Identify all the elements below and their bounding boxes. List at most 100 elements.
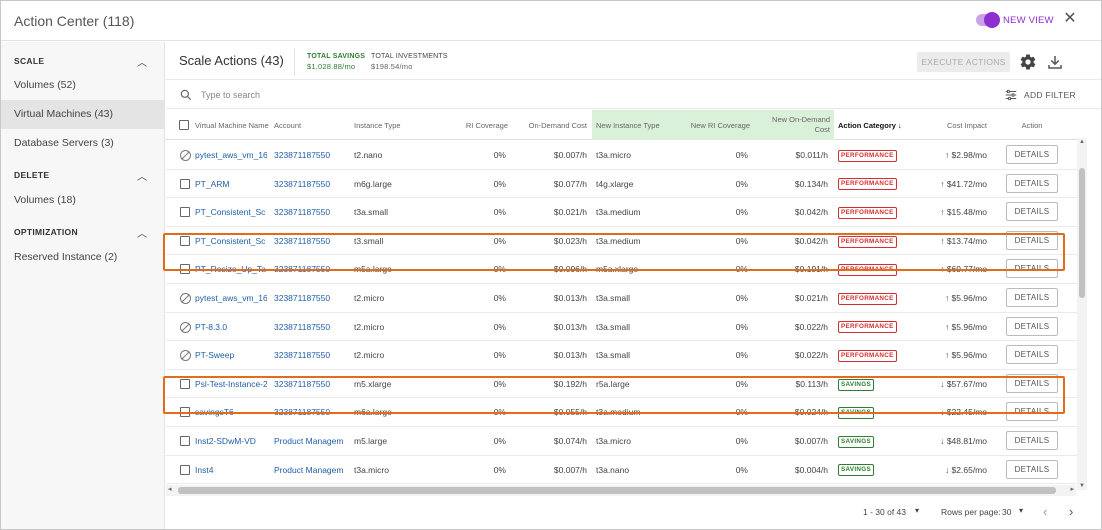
cell-vm-name[interactable]: PT-8.3.0 bbox=[195, 321, 228, 332]
cell-new-instance-type: t3a.small bbox=[596, 350, 631, 361]
details-button[interactable]: DETAILS bbox=[1006, 145, 1058, 164]
cell-vm-name[interactable]: pytest_aws_vm_16 bbox=[195, 293, 267, 303]
cell-account[interactable]: 323871187550 bbox=[274, 321, 331, 332]
col-new-instance-type[interactable]: New Instance Type bbox=[596, 120, 660, 130]
row-checkbox[interactable] bbox=[180, 464, 190, 475]
details-button[interactable]: DETAILS bbox=[1006, 402, 1058, 422]
details-button[interactable]: DETAILS bbox=[1006, 373, 1058, 393]
cell-account[interactable]: 323871187550 bbox=[274, 235, 331, 246]
col-on-demand-cost[interactable]: On-Demand Cost bbox=[528, 120, 587, 130]
table-row[interactable]: pytest_aws_vm_16 323871187550 t2.nano 0% $0.… bbox=[166, 141, 1078, 170]
horizontal-scrollbar[interactable]: ◂ ▸ bbox=[166, 485, 1076, 496]
rows-per-page-dropdown-icon[interactable]: ▾ bbox=[1019, 506, 1024, 515]
cell-vm-name[interactable]: Inst4 bbox=[195, 464, 214, 475]
details-button[interactable]: DETAILS bbox=[1006, 230, 1058, 250]
sidebar-item-virtual-machines[interactable]: Virtual Machines (43) bbox=[1, 100, 164, 129]
table-row[interactable]: Inst4 Product Managem t3a.micro 0% $0.007/h t… bbox=[166, 456, 1078, 485]
details-button[interactable]: DETAILS bbox=[1006, 345, 1058, 365]
col-cost-impact[interactable]: Cost Impact bbox=[946, 120, 987, 130]
details-button[interactable]: DETAILS bbox=[1006, 288, 1058, 307]
cell-vm-name[interactable]: PT_Resize_Up_Ta bbox=[195, 264, 266, 275]
table-row[interactable]: PT-8.3.0 323871187550 t2.micro 0% $0.013/h t3… bbox=[166, 313, 1078, 342]
cell-new-on-demand-cost: $0.042/h bbox=[794, 207, 828, 218]
table-row[interactable]: Inst2-SDwM-VD Product Managem m5.large 0% $0… bbox=[166, 427, 1078, 456]
cell-account[interactable]: 323871187550 bbox=[274, 407, 331, 418]
cell-vm-name[interactable]: Psl-Test-Instance-2 bbox=[195, 378, 267, 389]
sidebar-section-scale[interactable]: SCALE ︿ bbox=[1, 52, 165, 72]
vertical-scrollbar[interactable]: ▲ ▼ bbox=[1077, 138, 1087, 490]
col-action[interactable]: Action bbox=[1021, 120, 1043, 130]
table-row[interactable]: PT-Sweep 323871187550 t2.micro 0% $0.013/h t3… bbox=[166, 341, 1078, 370]
cell-account[interactable]: 323871187550 bbox=[274, 293, 331, 303]
sidebar-item-delete-volumes[interactable]: Volumes (18) bbox=[14, 194, 76, 206]
row-checkbox[interactable] bbox=[180, 407, 190, 418]
cell-account[interactable]: 323871187550 bbox=[274, 207, 331, 218]
table-row[interactable]: Psl-Test-Instance-2 323871187550 m5.xlarge… bbox=[166, 370, 1078, 399]
sidebar-item-database-servers[interactable]: Database Servers (3) bbox=[14, 137, 114, 149]
prev-page-icon[interactable]: ‹ bbox=[1043, 504, 1048, 519]
col-new-ri-coverage[interactable]: New RI Coverage bbox=[690, 120, 750, 130]
sidebar-item-reserved-instance[interactable]: Reserved Instance (2) bbox=[14, 251, 118, 263]
col-instance-type[interactable]: Instance Type bbox=[354, 120, 401, 130]
col-ri-coverage[interactable]: RI Coverage bbox=[465, 120, 508, 130]
details-button[interactable]: DETAILS bbox=[1006, 173, 1058, 193]
cell-vm-name[interactable]: pytest_aws_vm_16 bbox=[195, 150, 267, 160]
cell-account[interactable]: 323871187550 bbox=[274, 178, 331, 189]
cell-vm-name[interactable]: savingsT6 bbox=[195, 407, 234, 418]
cell-account[interactable]: 323871187550 bbox=[274, 378, 331, 389]
scrollbar-thumb[interactable] bbox=[1079, 168, 1085, 298]
details-button[interactable]: DETAILS bbox=[1006, 202, 1058, 222]
cell-vm-name[interactable]: PT_Consistent_Sc bbox=[195, 207, 266, 218]
table-row[interactable]: savingsT6 323871187550 m6a.large 0% $0.055/h… bbox=[166, 398, 1078, 427]
filter-icon[interactable] bbox=[1004, 88, 1018, 102]
details-button[interactable]: DETAILS bbox=[1006, 316, 1058, 336]
cell-account[interactable]: 323871187550 bbox=[274, 350, 331, 361]
table-row[interactable]: PT_Consistent_Sc 323871187550 t3a.small 0% $… bbox=[166, 198, 1078, 227]
rows-per-page-value[interactable]: 30 bbox=[1002, 507, 1012, 517]
add-filter-button[interactable]: ADD FILTER bbox=[1024, 90, 1076, 100]
page-range-dropdown-icon[interactable]: ▾ bbox=[915, 506, 920, 515]
col-vm-name[interactable]: Virtual Machine Name bbox=[195, 120, 269, 130]
row-checkbox[interactable] bbox=[180, 436, 190, 446]
scrollbar-thumb[interactable] bbox=[178, 487, 1056, 494]
cell-new-instance-type: t3a.medium bbox=[596, 207, 641, 218]
execute-actions-button[interactable]: EXECUTE ACTIONS bbox=[917, 52, 1010, 72]
scroll-left-icon[interactable]: ◂ bbox=[168, 486, 172, 493]
table-row[interactable]: PT_Resize_Up_Ta 323871187550 m5a.large 0% $0… bbox=[166, 255, 1078, 284]
scroll-down-icon[interactable]: ▼ bbox=[1079, 483, 1085, 489]
scroll-up-icon[interactable]: ▲ bbox=[1079, 139, 1085, 145]
details-button[interactable]: DETAILS bbox=[1006, 431, 1058, 450]
cell-account[interactable]: 323871187550 bbox=[274, 264, 331, 275]
download-icon[interactable] bbox=[1046, 53, 1064, 71]
sidebar-section-optimization[interactable]: OPTIMIZATION ︿ bbox=[1, 223, 165, 243]
cell-account[interactable]: 323871187550 bbox=[274, 150, 331, 160]
col-action-category[interactable]: Action Category ↓ bbox=[838, 110, 910, 140]
new-view-toggle[interactable] bbox=[976, 12, 1000, 28]
sidebar-item-volumes[interactable]: Volumes (52) bbox=[14, 79, 76, 91]
row-checkbox[interactable] bbox=[180, 264, 190, 275]
cell-vm-name[interactable]: PT-Sweep bbox=[195, 350, 235, 361]
row-checkbox[interactable] bbox=[180, 378, 190, 389]
cell-account[interactable]: Product Managem bbox=[274, 436, 344, 446]
col-account[interactable]: Account bbox=[274, 120, 302, 130]
cell-account[interactable]: Product Managem bbox=[274, 464, 344, 475]
row-checkbox[interactable] bbox=[180, 235, 190, 246]
details-button[interactable]: DETAILS bbox=[1006, 459, 1058, 479]
scroll-right-icon[interactable]: ▸ bbox=[1070, 486, 1074, 493]
table-row[interactable]: PT_ARM 323871187550 m6g.large 0% $0.077/h t4g… bbox=[166, 170, 1078, 199]
close-icon[interactable]: ✕ bbox=[1063, 10, 1077, 27]
cell-vm-name[interactable]: Inst2-SDwM-VD bbox=[195, 436, 256, 446]
row-checkbox[interactable] bbox=[180, 178, 190, 189]
cell-vm-name[interactable]: PT_ARM bbox=[195, 178, 230, 189]
cell-vm-name[interactable]: PT_Consistent_Sc bbox=[195, 235, 266, 246]
select-all-checkbox[interactable] bbox=[179, 110, 199, 140]
col-new-on-demand-cost[interactable]: New On-Demand Cost bbox=[772, 115, 830, 134]
search-input[interactable] bbox=[201, 87, 501, 103]
table-row[interactable]: pytest_aws_vm_16 323871187550 t2.micro 0% $0… bbox=[166, 284, 1078, 313]
next-page-icon[interactable]: › bbox=[1069, 504, 1074, 519]
details-button[interactable]: DETAILS bbox=[1006, 259, 1058, 279]
row-checkbox[interactable] bbox=[180, 207, 190, 218]
table-row[interactable]: PT_Consistent_Sc 323871187550 t3.small 0% $0… bbox=[166, 227, 1078, 256]
gear-icon[interactable] bbox=[1019, 53, 1037, 71]
sidebar-section-delete[interactable]: DELETE ︿ bbox=[1, 166, 165, 186]
